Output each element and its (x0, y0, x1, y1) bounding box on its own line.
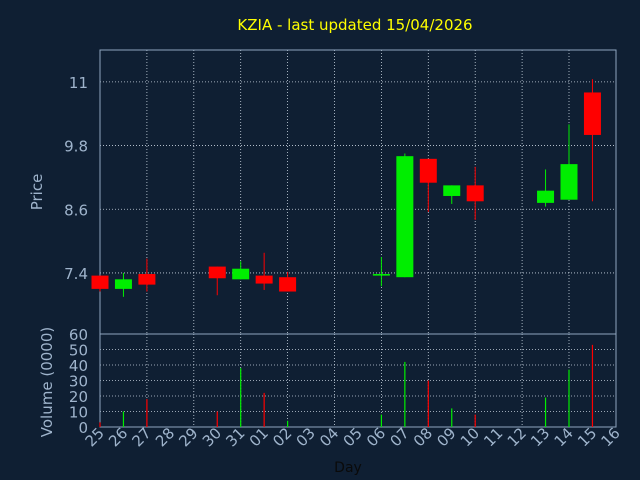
candle-body (372, 274, 390, 276)
x-axis-label: Day (334, 460, 362, 476)
candle (138, 258, 156, 292)
candle (419, 158, 437, 212)
candle-body (396, 156, 414, 278)
volume-axis-label: Volume (0000) (38, 327, 56, 437)
candle-body (138, 274, 156, 285)
candle-body (232, 268, 250, 280)
volume-tick-label: 20 (69, 388, 88, 406)
price-tick-labels: 11 9.8 8.6 7.4 (64, 74, 88, 283)
candle (372, 257, 390, 287)
volume-series (99, 344, 594, 427)
candle (560, 124, 578, 200)
volume-tick-label: 10 (69, 404, 88, 422)
candle-body (466, 185, 484, 202)
volume-tick-label: 40 (69, 357, 88, 375)
candle-body (537, 190, 555, 203)
candle-body (255, 275, 273, 284)
volume-tick-label: 0 (78, 419, 88, 437)
price-tick-label: 9.8 (64, 138, 88, 156)
volume-tick-label: 60 (69, 326, 88, 344)
candle-body (91, 275, 109, 289)
candle-body (279, 277, 297, 292)
candle-body (583, 92, 601, 135)
candle-body (114, 279, 132, 289)
chart-title: KZIA - last updated 15/04/2026 (237, 16, 472, 34)
candle (279, 271, 297, 292)
candle (255, 252, 273, 290)
candlestick-series (91, 79, 601, 297)
price-tick-label: 7.4 (64, 265, 88, 283)
candle (114, 272, 132, 297)
candle (91, 275, 109, 292)
volume-plot-frame (99, 333, 617, 428)
volume-tick-label: 50 (69, 342, 88, 360)
price-axis-label: Price (28, 174, 46, 211)
candle-body (208, 266, 226, 279)
x-tick-labels: 2526272829303101020304050607080910111213… (82, 424, 624, 450)
candle (232, 261, 250, 280)
candle (466, 166, 484, 220)
price-tick-label: 11 (69, 74, 88, 92)
candle-body (560, 164, 578, 200)
candle (396, 153, 414, 278)
candle-body (443, 185, 461, 196)
price-tick-label: 8.6 (64, 201, 88, 219)
candle (583, 79, 601, 202)
volume-tick-label: 30 (69, 373, 88, 391)
candle (537, 169, 555, 207)
candle (443, 185, 461, 204)
candle (208, 266, 226, 296)
candle-body (419, 158, 437, 183)
